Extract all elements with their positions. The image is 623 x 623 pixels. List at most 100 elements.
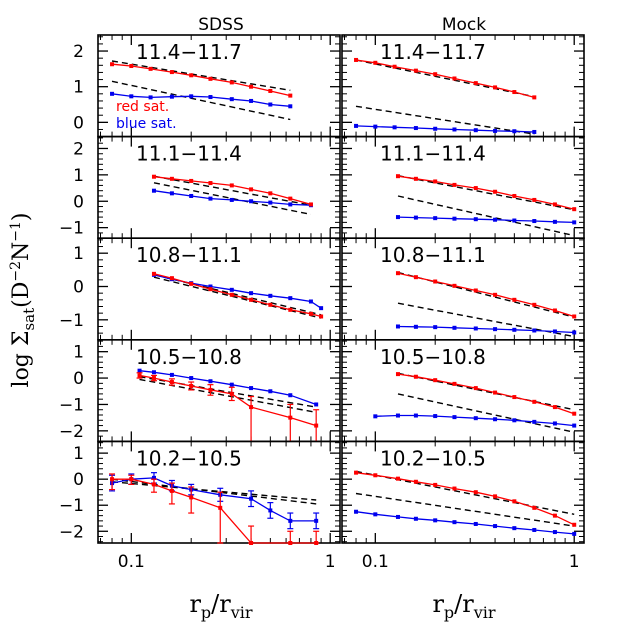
data-point-blue bbox=[493, 524, 498, 529]
data-point-red bbox=[148, 66, 153, 71]
series-line-red bbox=[397, 272, 575, 318]
panel-sdss-row-2: −1 0 1 2 11.1−11.4 bbox=[59, 135, 341, 240]
data-point-blue bbox=[189, 376, 194, 381]
data-point-red bbox=[452, 76, 457, 81]
y-tick-label: 0 bbox=[73, 369, 84, 389]
data-point-blue bbox=[354, 123, 359, 128]
y-tick-label: 1 bbox=[73, 444, 84, 464]
ylabel-sup2: −1 bbox=[8, 221, 24, 242]
y-tick-label: −1 bbox=[59, 219, 84, 239]
data-point-blue bbox=[189, 193, 194, 198]
data-point-red bbox=[452, 486, 457, 491]
data-point-blue bbox=[413, 215, 418, 220]
data-point-red bbox=[493, 85, 498, 90]
data-point-red bbox=[268, 302, 273, 307]
data-point-red bbox=[169, 380, 174, 385]
y-tick-label: −2 bbox=[59, 522, 84, 542]
data-point-blue bbox=[268, 200, 273, 205]
model-line-blue bbox=[355, 105, 535, 135]
data-point-red bbox=[452, 283, 457, 288]
data-point-red bbox=[288, 415, 293, 420]
xlabel-base: r bbox=[432, 590, 444, 618]
data-point-blue bbox=[552, 329, 557, 334]
data-point-blue bbox=[572, 423, 577, 428]
data-point-red bbox=[229, 80, 234, 85]
ylabel-close: ) bbox=[9, 213, 34, 222]
data-point-red bbox=[512, 90, 517, 95]
data-point-blue bbox=[552, 421, 557, 426]
xlabel-slash: /r bbox=[211, 590, 231, 618]
panel-sdss-row-4: −2 −1 0 1 10.5−10.8 bbox=[59, 338, 341, 443]
ylabel-base: log Σ bbox=[9, 331, 34, 388]
data-point-blue bbox=[512, 327, 517, 332]
data-point-blue bbox=[395, 514, 400, 519]
data-point-blue bbox=[552, 530, 557, 535]
data-point-blue bbox=[452, 520, 457, 525]
data-point-blue bbox=[512, 129, 517, 134]
data-point-red bbox=[229, 292, 234, 297]
data-point-blue bbox=[151, 370, 156, 375]
panel-mock-row-5: 10.2−10.5 0.1 1 bbox=[341, 440, 585, 572]
data-point-blue bbox=[268, 389, 273, 394]
data-point-blue bbox=[433, 518, 438, 523]
data-point-red bbox=[151, 376, 156, 381]
panel-label: 10.8−11.1 bbox=[136, 243, 242, 267]
data-point-red bbox=[169, 70, 174, 75]
x-axis-title-mock: rp/rvir bbox=[432, 590, 495, 622]
data-point-blue bbox=[229, 287, 234, 292]
data-point-red bbox=[268, 191, 273, 196]
data-point-red bbox=[413, 68, 418, 73]
data-point-red bbox=[189, 73, 194, 78]
y-tick-label: 0 bbox=[73, 470, 84, 490]
data-point-red bbox=[249, 405, 254, 410]
x-tick-label: 1 bbox=[569, 552, 580, 572]
panel-label: 11.1−11.4 bbox=[136, 142, 242, 166]
data-point-red bbox=[319, 314, 324, 319]
data-point-blue bbox=[129, 94, 134, 99]
data-point-red bbox=[354, 470, 359, 475]
model-line-blue bbox=[355, 492, 575, 527]
y-tick-label: −1 bbox=[59, 496, 84, 516]
data-point-red bbox=[308, 202, 313, 207]
data-point-red bbox=[169, 176, 174, 181]
data-point-red bbox=[433, 279, 438, 284]
data-point-red bbox=[452, 182, 457, 187]
data-point-red bbox=[249, 297, 254, 302]
series-line-blue bbox=[139, 370, 317, 406]
y-tick-label: 1 bbox=[73, 343, 84, 363]
model-line-red bbox=[355, 59, 535, 98]
data-point-red bbox=[169, 276, 174, 281]
data-point-blue bbox=[169, 94, 174, 99]
data-point-red bbox=[151, 271, 156, 276]
data-point-blue bbox=[151, 188, 156, 193]
series-line-blue bbox=[397, 216, 575, 224]
data-point-blue bbox=[572, 330, 577, 335]
data-point-blue bbox=[473, 416, 478, 421]
data-point-blue bbox=[208, 284, 213, 289]
data-point-blue bbox=[395, 215, 400, 220]
xlabel-sub2: vir bbox=[473, 603, 496, 622]
data-point-blue bbox=[395, 324, 400, 329]
data-point-blue bbox=[433, 325, 438, 330]
series-line-red bbox=[153, 273, 322, 318]
y-tick-label: −1 bbox=[59, 311, 84, 331]
data-point-red bbox=[288, 541, 293, 545]
data-point-red bbox=[395, 271, 400, 276]
data-point-blue bbox=[552, 219, 557, 224]
data-point-blue bbox=[288, 296, 293, 301]
series-line-blue bbox=[355, 125, 535, 133]
data-point-blue bbox=[452, 325, 457, 330]
data-point-red bbox=[512, 193, 517, 198]
data-point-red bbox=[512, 499, 517, 504]
data-point-red bbox=[395, 174, 400, 179]
data-point-red bbox=[308, 311, 313, 316]
data-point-blue bbox=[512, 418, 517, 423]
data-point-red bbox=[373, 60, 378, 65]
series-line-blue bbox=[111, 477, 317, 522]
data-point-blue bbox=[288, 518, 293, 523]
y-tick-label: −2 bbox=[59, 422, 84, 442]
data-point-red bbox=[552, 513, 557, 518]
data-point-blue bbox=[512, 218, 517, 223]
model-line-red bbox=[153, 274, 322, 316]
data-point-red bbox=[129, 477, 134, 482]
